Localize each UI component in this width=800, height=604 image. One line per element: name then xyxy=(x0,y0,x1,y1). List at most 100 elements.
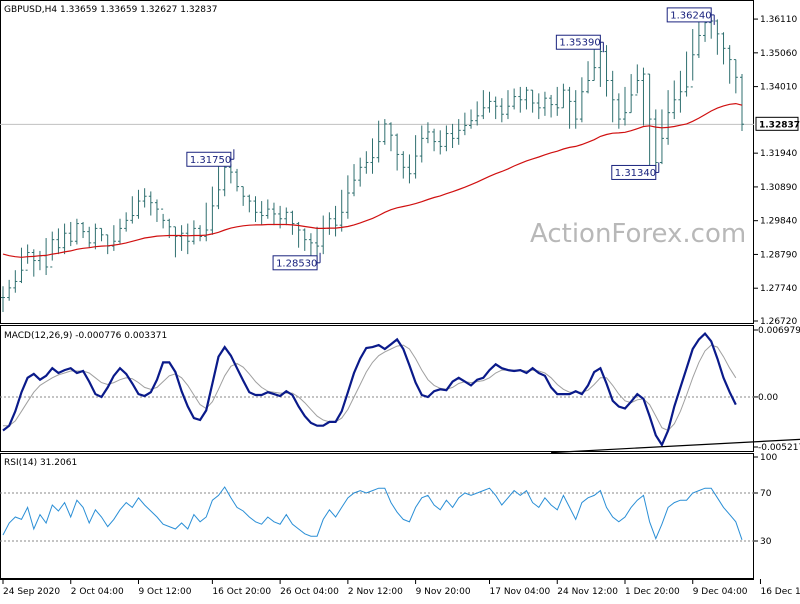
price-bar xyxy=(345,175,350,219)
price-bar xyxy=(530,89,535,113)
price-bar xyxy=(302,228,307,251)
price-bar xyxy=(653,109,658,171)
price-bar xyxy=(475,101,480,126)
price-bar xyxy=(161,208,166,229)
price-bar xyxy=(542,91,547,116)
x-tick-label: 2 Nov 12:00 xyxy=(348,587,403,597)
price-bar xyxy=(136,189,141,219)
price-bar xyxy=(659,109,664,165)
price-annotation: 1.36240 xyxy=(666,7,715,25)
price-bar xyxy=(438,130,443,155)
price-y-tick-label: 1.34010 xyxy=(760,83,797,93)
price-bar xyxy=(265,199,270,219)
price-annotation: 1.35390 xyxy=(555,34,604,53)
price-bar xyxy=(450,123,455,149)
macd-signal-line xyxy=(3,344,737,432)
price-bar xyxy=(271,202,276,226)
rsi-y-tick-label: 30 xyxy=(760,537,772,547)
x-tick-label: 16 Dec 12:00 xyxy=(760,587,800,597)
macd-line xyxy=(2,331,737,448)
price-bar xyxy=(148,191,153,216)
price-bar xyxy=(740,74,744,131)
price-bar xyxy=(130,196,135,224)
price-bar xyxy=(1,286,5,312)
price-bar xyxy=(462,112,467,136)
macd-panel-frame xyxy=(0,325,754,452)
price-bar xyxy=(413,135,418,179)
price-bar xyxy=(499,98,504,123)
price-panel-frame xyxy=(0,0,754,324)
macd-y-tick-label: 0.006979 xyxy=(758,326,800,336)
price-bar xyxy=(210,186,215,235)
price-bar xyxy=(592,48,597,81)
price-bar xyxy=(715,19,720,55)
price-bar xyxy=(425,122,430,144)
price-bar xyxy=(179,225,184,251)
price-bar xyxy=(93,223,98,250)
price-bar xyxy=(111,225,116,251)
price-bar xyxy=(678,70,683,113)
price-bar xyxy=(216,165,221,210)
price-bar xyxy=(74,218,79,245)
price-y-tick-label: 1.28790 xyxy=(760,250,797,260)
price-bar xyxy=(672,80,677,120)
price-bar xyxy=(622,86,627,126)
price-bar xyxy=(444,125,449,152)
price-bar xyxy=(235,168,240,192)
price-bar xyxy=(167,218,172,239)
price-bar xyxy=(198,225,203,242)
price-bar xyxy=(339,189,344,232)
price-bar xyxy=(733,59,738,94)
price-bar xyxy=(99,227,104,242)
price-bar xyxy=(253,196,258,222)
price-bar xyxy=(13,270,18,293)
price-bar xyxy=(173,226,178,258)
price-bar xyxy=(259,201,264,226)
price-bar xyxy=(647,73,652,173)
x-tick-label: 26 Oct 04:00 xyxy=(280,587,339,597)
rsi-panel-title: RSI(14) 31.2061 xyxy=(4,458,77,468)
rsi-y-tick-label: 70 xyxy=(760,489,772,499)
price-y-tick-label: 1.31940 xyxy=(760,149,797,159)
price-annotation: 1.31750 xyxy=(186,149,235,167)
x-tick-label: 24 Nov 12:00 xyxy=(557,587,618,597)
rsi-line xyxy=(2,486,743,540)
svg-text:1.31340: 1.31340 xyxy=(615,168,656,179)
price-bar xyxy=(629,74,634,114)
price-bar xyxy=(493,96,498,120)
x-tick-label: 9 Nov 20:00 xyxy=(416,587,471,597)
price-bar xyxy=(395,133,400,171)
price-bar xyxy=(185,223,190,255)
price-bar xyxy=(456,119,461,145)
price-bar xyxy=(31,249,36,277)
macd-panel-title: MACD(12,26,9) -0.000776 0.003371 xyxy=(4,331,167,341)
price-bar xyxy=(154,199,159,222)
price-bar xyxy=(241,186,246,206)
price-bar xyxy=(586,61,591,94)
price-bar xyxy=(512,88,517,110)
macd-y-tick-label: -0.005217 xyxy=(758,443,800,453)
price-bar xyxy=(684,51,689,97)
price-bar xyxy=(481,90,486,120)
price-bar xyxy=(407,154,412,184)
price-bar xyxy=(87,226,92,248)
price-bar xyxy=(118,218,123,245)
price-y-tick-label: 1.26720 xyxy=(760,317,797,327)
price-bar xyxy=(247,194,252,213)
price-bar xyxy=(555,86,560,116)
watermark: ActionForex.com xyxy=(530,219,746,249)
x-tick-label: 24 Sep 2020 xyxy=(3,587,60,597)
price-bar xyxy=(690,29,695,88)
macd-y-tick-label: 0.00 xyxy=(758,393,778,403)
price-bar xyxy=(124,212,129,232)
price-bar xyxy=(567,86,572,129)
macd-trendline xyxy=(551,438,800,454)
price-bar xyxy=(142,188,147,208)
x-tick-label: 9 Oct 12:00 xyxy=(138,587,191,597)
price-bar xyxy=(518,86,523,113)
price-bar xyxy=(666,90,671,145)
price-bar xyxy=(7,279,12,301)
x-tick-label: 1 Dec 20:00 xyxy=(625,587,680,597)
price-bar xyxy=(25,244,30,271)
